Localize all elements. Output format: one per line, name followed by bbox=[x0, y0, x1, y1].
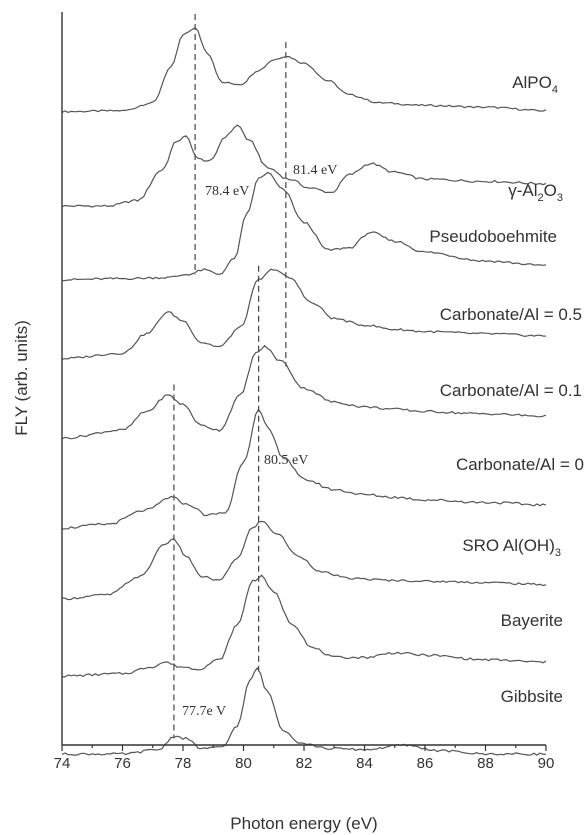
series-label-4: Carbonate/Al = 0.1 bbox=[440, 381, 582, 400]
x-tick-label-3: 80 bbox=[235, 755, 252, 772]
series-label-5: Carbonate/Al = 0 bbox=[456, 455, 584, 474]
reference-lines bbox=[173, 14, 287, 739]
x-tick-label-6: 86 bbox=[417, 755, 434, 772]
annotation-2: 80.5 eV bbox=[264, 453, 308, 468]
series-line-3 bbox=[61, 268, 547, 360]
series-label-7: Bayerite bbox=[501, 611, 563, 630]
peak-annotations: 81.4 eV 78.4 eV 80.5 eV 77.7e V bbox=[182, 163, 337, 719]
x-axis-title: Photon energy (eV) bbox=[230, 814, 377, 833]
series-line-1 bbox=[61, 124, 547, 208]
annotation-1: 78.4 eV bbox=[205, 184, 249, 199]
series-line-4 bbox=[61, 344, 547, 440]
x-tick-label-1: 76 bbox=[114, 755, 131, 772]
series-line-0 bbox=[61, 26, 547, 114]
series-label-3: Carbonate/Al = 0.5 bbox=[440, 305, 582, 324]
series-labels: AlPO4 γ-Al2O3 Pseudoboehmite Carbonate/Al =… bbox=[429, 73, 584, 706]
series-label-0: AlPO4 bbox=[512, 73, 558, 96]
x-tick-label-0: 74 bbox=[54, 755, 71, 772]
y-axis-title: FLY (arb. units) bbox=[12, 320, 31, 436]
x-tick-label-5: 84 bbox=[356, 755, 373, 772]
annotation-3: 77.7e V bbox=[182, 704, 226, 719]
series-line-6 bbox=[61, 520, 547, 601]
x-tick-label-2: 78 bbox=[175, 755, 192, 772]
series-line-7 bbox=[62, 574, 547, 678]
x-tick-label-7: 88 bbox=[477, 755, 494, 772]
series-line-5 bbox=[61, 408, 547, 530]
x-axis-ticks: 74 76 78 80 82 84 86 88 90 bbox=[54, 745, 555, 772]
series-label-8: Gibbsite bbox=[501, 687, 563, 706]
annotation-0: 81.4 eV bbox=[293, 163, 337, 178]
series-label-6: SRO Al(OH)3 bbox=[462, 536, 561, 559]
series-label-2: Pseudoboehmite bbox=[429, 227, 557, 246]
series-group bbox=[61, 26, 547, 756]
series-line-2 bbox=[61, 171, 547, 282]
series-line-8 bbox=[61, 667, 547, 756]
x-tick-label-8: 90 bbox=[538, 755, 555, 772]
x-tick-label-4: 82 bbox=[296, 755, 313, 772]
series-label-1: γ-Al2O3 bbox=[508, 181, 563, 204]
